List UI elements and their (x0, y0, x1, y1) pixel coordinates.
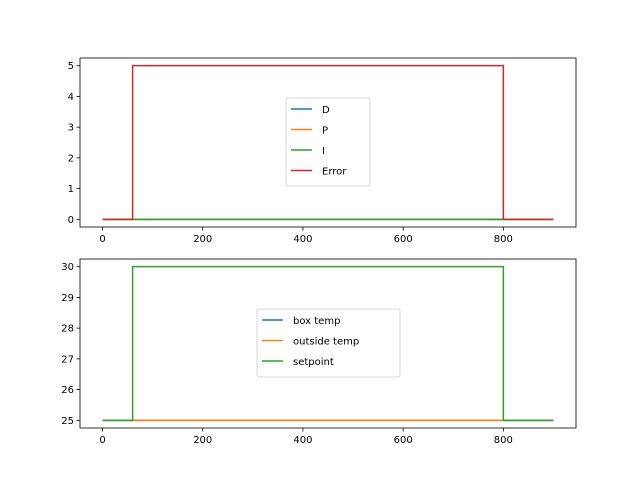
series-line-setpoint (102, 265, 554, 422)
axes-frame (79, 258, 577, 429)
chart-panel-2: 0 200 400 600 800 25 26 27 28 29 30 box temp outside… (61, 258, 577, 446)
x-tick-label: 400 (293, 435, 312, 446)
legend-box (285, 97, 371, 187)
y-tick-label: 28 (61, 324, 74, 335)
legend: box temp outside temp setpoint (256, 308, 401, 378)
x-tick-label: 0 (99, 435, 105, 446)
x-tick-label: 400 (293, 234, 312, 245)
y-tick-label: 27 (61, 354, 74, 365)
y-tick-label: 5 (68, 61, 74, 72)
legend-label: I (322, 146, 325, 157)
y-tick-label: 3 (68, 123, 74, 134)
chart-panel-1: 0 200 400 600 800 0 1 2 3 4 5 DPI Error (68, 57, 577, 245)
legend-label: D (322, 105, 330, 116)
legend-label: P (322, 126, 328, 137)
legend-label: outside temp (293, 337, 359, 348)
legend-label: box temp (293, 316, 340, 327)
y-tick-label: 25 (61, 416, 74, 427)
y-tick-label: 29 (61, 293, 74, 304)
legend-label: setpoint (293, 357, 334, 368)
x-tick-label: 600 (394, 234, 413, 245)
x-tick-label: 600 (394, 435, 413, 446)
legend-box (256, 308, 401, 378)
y-tick-label: 1 (68, 184, 74, 195)
x-tick-label: 200 (193, 234, 212, 245)
x-tick-label: 200 (193, 435, 212, 446)
x-tick-label: 800 (494, 435, 513, 446)
legend-label: Error (322, 167, 347, 178)
y-tick-label: 26 (61, 385, 74, 396)
series-line-error (102, 64, 554, 221)
x-tick-label: 800 (494, 234, 513, 245)
y-tick-label: 30 (61, 262, 74, 273)
legend: DPI Error (285, 97, 371, 187)
y-tick-label: 0 (68, 215, 74, 226)
y-tick-label: 4 (68, 92, 74, 103)
x-tick-label: 0 (99, 234, 105, 245)
axes-frame (79, 57, 577, 228)
y-tick-label: 2 (68, 153, 74, 164)
